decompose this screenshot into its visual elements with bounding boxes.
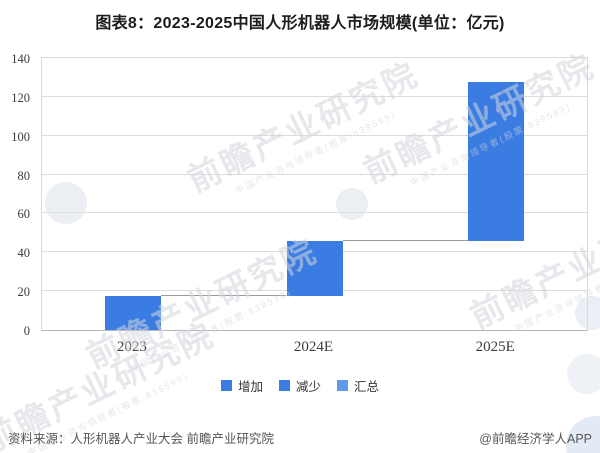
legend-label-decrease: 减少 (295, 380, 321, 394)
legend-item-total: 汇总 (337, 376, 379, 395)
y-tick-label-100: 100 (11, 129, 30, 144)
bar-2024E (286, 240, 343, 296)
connector-2023 (160, 294, 287, 296)
footer: 资料来源：人形机器人产业大会 前瞻产业研究院 @前瞻经济学人APP (0, 428, 600, 446)
connector-2024E (342, 239, 469, 241)
y-tick-label-40: 40 (17, 246, 31, 261)
y-tick-label-0: 0 (23, 324, 30, 338)
gridline-100 (42, 134, 587, 136)
x-tick-label-2024E: 2024E (293, 339, 334, 355)
y-tick-label-80: 80 (17, 168, 31, 183)
legend-label-total: 汇总 (354, 380, 380, 394)
legend-swatch-increase-icon (220, 380, 232, 391)
credit-note: @前瞻经济学人APP (479, 432, 592, 446)
gridline-120 (42, 95, 587, 97)
legend-item-decrease: 减少 (278, 376, 321, 395)
bar-2023 (104, 295, 161, 330)
gridline-60 (42, 212, 587, 214)
chart-title: 图表8：2023-2025中国人形机器人市场规模(单位：亿元) (95, 15, 505, 32)
y-tick-label-60: 60 (17, 207, 31, 222)
x-tick-label-2023: 2023 (116, 339, 147, 355)
legend-label-increase: 增加 (237, 380, 263, 394)
y-axis: 0 20 40 60 80 100 120 140 (0, 52, 33, 338)
bar-2025E (468, 82, 525, 241)
legend-swatch-total-icon (337, 380, 348, 391)
plot-area (41, 57, 588, 331)
legend-item-increase: 增加 (220, 376, 263, 395)
x-tick-label-2025E: 2025E (475, 339, 515, 355)
legend: 增加 减少 汇总 (0, 376, 600, 395)
y-tick-label-120: 120 (11, 90, 30, 105)
source-note: 资料来源：人形机器人产业大会 前瞻产业研究院 (8, 432, 274, 446)
y-tick-label-140: 140 (11, 52, 30, 66)
gridline-80 (42, 173, 587, 175)
x-axis: 2023 2024E 2025E (41, 339, 588, 359)
y-tick-label-20: 20 (17, 285, 31, 300)
legend-swatch-decrease-icon (278, 380, 290, 391)
